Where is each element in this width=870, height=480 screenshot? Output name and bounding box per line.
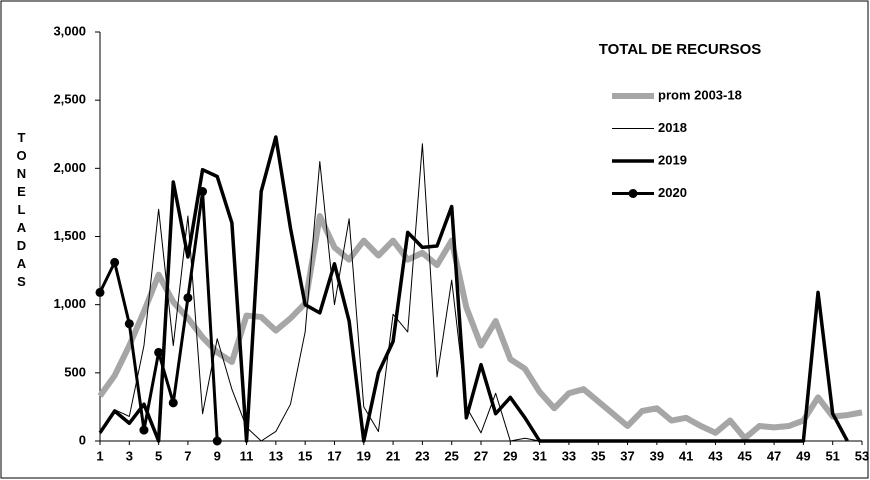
x-tick-label: 15 xyxy=(298,448,312,463)
y-axis-label: TONELADAS xyxy=(14,130,29,292)
legend-label: 2020 xyxy=(658,185,687,200)
x-tick-label: 19 xyxy=(357,448,371,463)
x-tick-label: 35 xyxy=(591,448,605,463)
x-tick-label: 27 xyxy=(474,448,488,463)
series-marker xyxy=(110,257,120,267)
legend-marker xyxy=(628,189,638,198)
x-tick-label: 33 xyxy=(562,448,576,463)
x-tick-label: 47 xyxy=(767,448,781,463)
series-marker xyxy=(124,319,134,329)
x-tick-label: 53 xyxy=(855,448,869,463)
x-tick-label: 43 xyxy=(708,448,722,463)
x-tick-label: 41 xyxy=(679,448,693,463)
x-tick-label: 37 xyxy=(620,448,634,463)
x-tick-label: 5 xyxy=(155,448,162,463)
legend-label: 2019 xyxy=(658,152,687,167)
series-line xyxy=(97,213,863,442)
x-tick-label: 13 xyxy=(269,448,283,463)
x-tick-label: 23 xyxy=(415,448,429,463)
y-tick-label: 0 xyxy=(79,432,86,447)
y-tick-label: 3,000 xyxy=(53,23,86,38)
x-tick-label: 39 xyxy=(650,448,664,463)
series-marker xyxy=(183,293,193,303)
x-tick-label: 51 xyxy=(825,448,839,463)
series-marker xyxy=(168,398,178,408)
legend-label: prom 2003-18 xyxy=(658,87,742,102)
y-tick-label: 2,000 xyxy=(53,160,86,175)
x-tick-label: 29 xyxy=(503,448,517,463)
series-marker xyxy=(139,425,149,435)
series-line xyxy=(98,135,849,443)
series-marker xyxy=(212,436,222,446)
x-tick-label: 21 xyxy=(386,448,400,463)
chart-title: TOTAL DE RECURSOS xyxy=(599,41,762,58)
y-tick-label: 1,000 xyxy=(53,296,86,311)
x-tick-label: 31 xyxy=(532,448,546,463)
series-marker xyxy=(154,347,164,357)
x-tick-label: 11 xyxy=(240,448,254,463)
x-tick-label: 45 xyxy=(738,448,752,463)
x-tick-label: 7 xyxy=(184,448,191,463)
series-marker xyxy=(95,287,105,297)
y-tick-label: 1,500 xyxy=(53,228,86,243)
legend-label: 2018 xyxy=(658,120,687,135)
x-tick-label: 3 xyxy=(126,448,133,463)
x-tick-label: 17 xyxy=(327,448,341,463)
series-marker xyxy=(198,187,208,197)
x-tick-label: 25 xyxy=(444,448,458,463)
x-tick-label: 1 xyxy=(96,448,103,463)
x-tick-label: 49 xyxy=(796,448,810,463)
y-tick-label: 2,500 xyxy=(53,92,86,107)
x-tick-label: 9 xyxy=(214,448,221,463)
y-tick-label: 500 xyxy=(64,364,86,379)
